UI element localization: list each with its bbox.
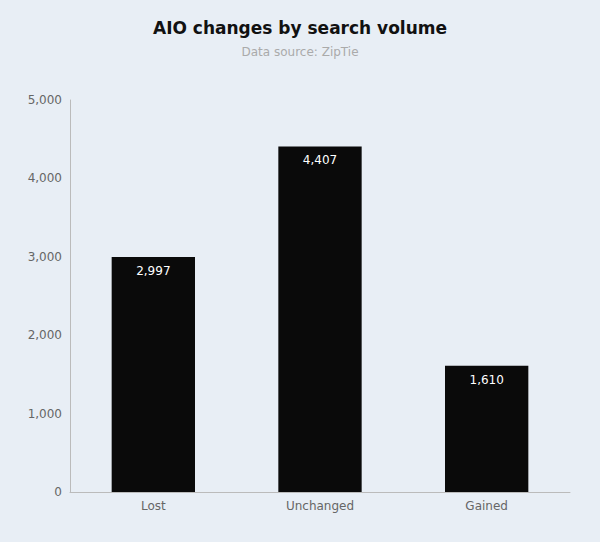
svg-text:4,000: 4,000 xyxy=(28,171,62,185)
svg-text:1,610: 1,610 xyxy=(469,373,503,387)
svg-text:Lost: Lost xyxy=(141,499,166,513)
svg-text:5,000: 5,000 xyxy=(28,93,62,107)
svg-text:AIO changes by search volume: AIO changes by search volume xyxy=(153,18,447,38)
svg-text:0: 0 xyxy=(54,485,62,499)
svg-text:3,000: 3,000 xyxy=(28,250,62,264)
svg-text:2,997: 2,997 xyxy=(136,264,170,278)
svg-text:Data source: ZipTie: Data source: ZipTie xyxy=(241,45,358,59)
svg-text:Gained: Gained xyxy=(465,499,508,513)
svg-text:2,000: 2,000 xyxy=(28,328,62,342)
svg-text:1,000: 1,000 xyxy=(28,407,62,421)
svg-text:4,407: 4,407 xyxy=(303,153,337,167)
svg-text:Unchanged: Unchanged xyxy=(286,499,354,513)
